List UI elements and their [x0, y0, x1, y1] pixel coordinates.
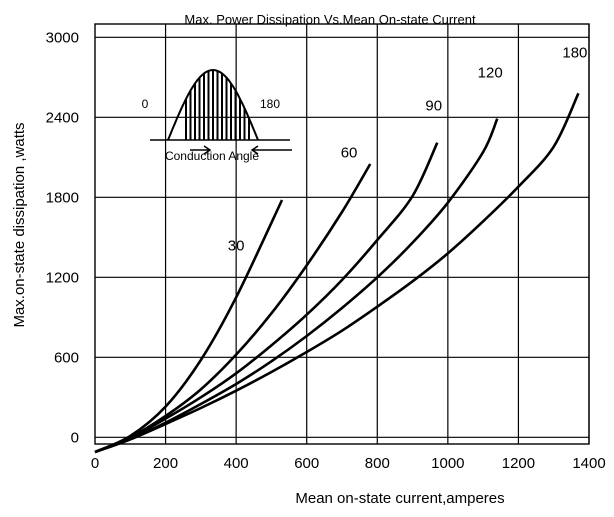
series-line-120 [94, 118, 499, 454]
series-label-90: 90 [425, 98, 442, 115]
conduction-angle-inset: 0 180 Conduction Angle [142, 68, 292, 163]
x-tick-label: 600 [294, 455, 319, 472]
y-tick-label: 0 [71, 429, 79, 446]
y-tick-labels: 0 600 1200 1800 2400 3000 [46, 29, 79, 446]
series-label-30: 30 [228, 238, 245, 255]
x-tick-label: 1200 [502, 455, 535, 472]
x-axis-label: Mean on-state current,amperes [295, 490, 504, 507]
y-tick-label: 1200 [46, 269, 79, 286]
arrow-left-icon [250, 145, 292, 155]
series-line-180 [94, 92, 580, 454]
y-tick-label: 1800 [46, 189, 79, 206]
x-tick-label: 0 [91, 455, 99, 472]
y-tick-label: 600 [54, 349, 79, 366]
x-tick-label: 200 [153, 455, 178, 472]
y-tick-label: 3000 [46, 29, 79, 46]
y-axis-label: Max.on-state dissipation ,watts [11, 122, 28, 327]
series-label-120: 120 [478, 64, 503, 81]
x-tick-labels: 0 200 400 600 800 1000 1200 1400 [91, 455, 606, 472]
chart-title: Max. Power Dissipation Vs.Mean On-state … [184, 12, 476, 27]
conduction-waveform-icon [150, 68, 292, 155]
series-label-180: 180 [562, 44, 587, 61]
inset-caption: Conduction Angle [165, 149, 259, 163]
x-tick-label: 1400 [572, 455, 605, 472]
x-tick-label: 1000 [431, 455, 464, 472]
y-tick-label: 2400 [46, 109, 79, 126]
plot-border [94, 23, 590, 445]
series-line-90 [94, 142, 439, 454]
x-tick-label: 400 [224, 455, 249, 472]
inset-label-start: 0 [142, 97, 149, 111]
grid [95, 24, 590, 444]
x-tick-label: 800 [365, 455, 390, 472]
plot-frame [94, 23, 590, 445]
arrow-right-icon [190, 145, 212, 155]
series-lines [94, 92, 580, 454]
series-labels: 30 60 90 120 180 [228, 44, 588, 254]
series-line-60 [94, 163, 372, 454]
series-label-60: 60 [341, 144, 358, 161]
inset-label-end: 180 [260, 97, 280, 111]
